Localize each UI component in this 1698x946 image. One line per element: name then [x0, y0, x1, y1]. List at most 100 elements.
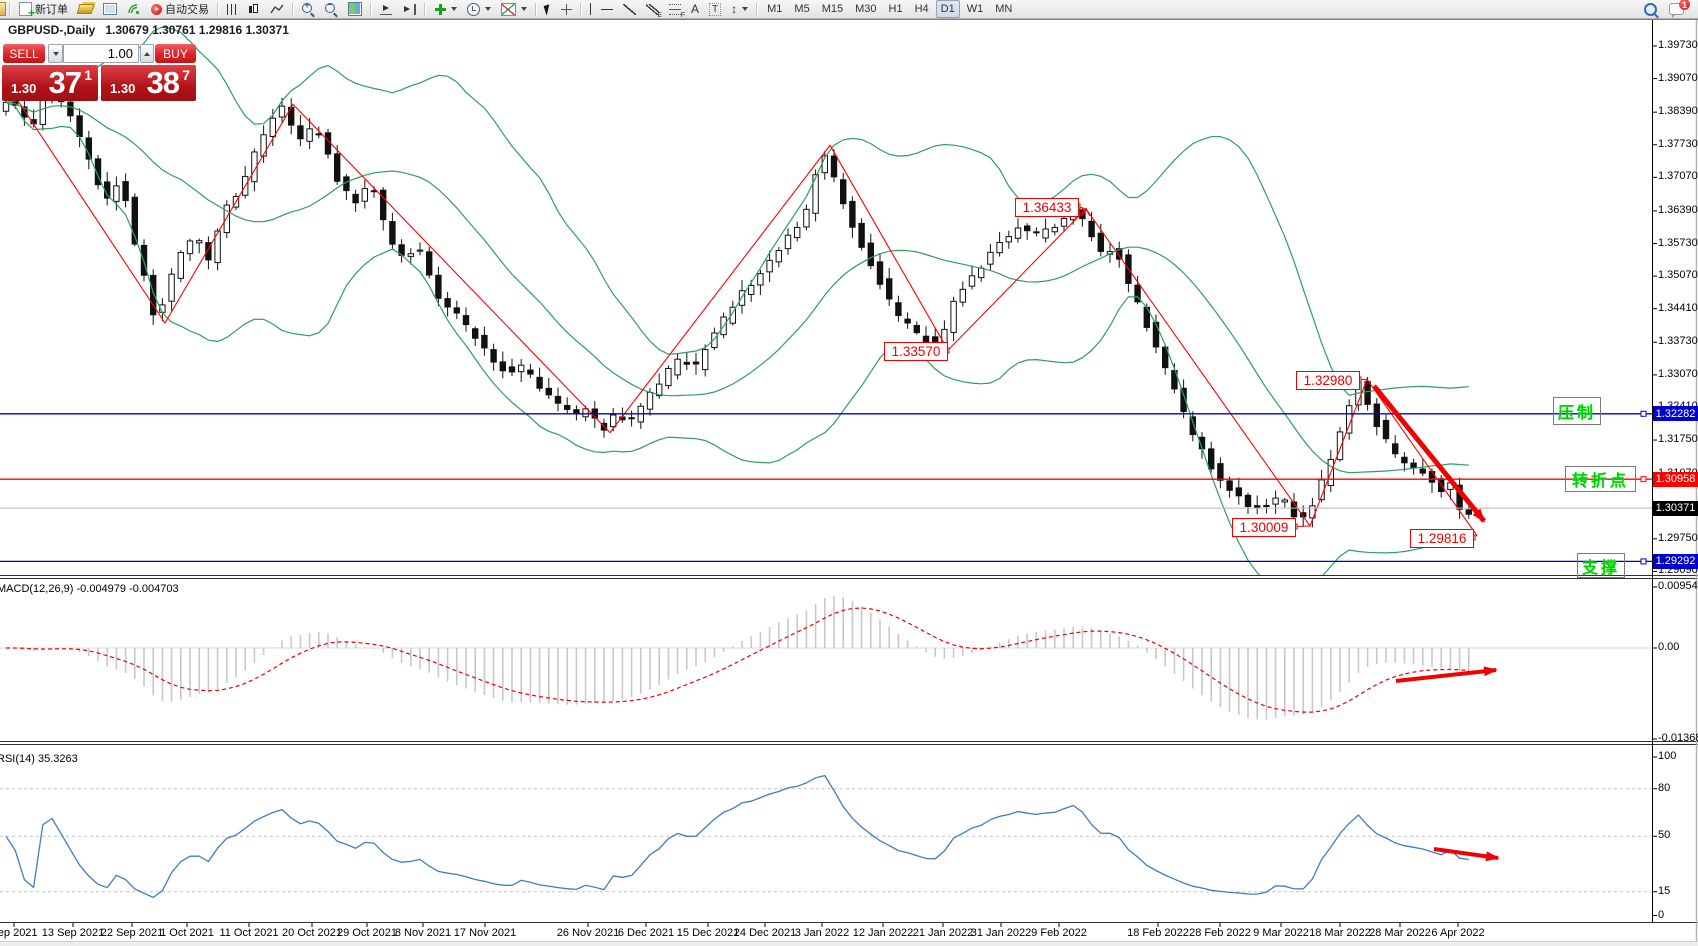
price-callout-1.33570[interactable]: 1.33570 [884, 342, 948, 361]
templates-button[interactable] [497, 0, 531, 18]
price-callout-1.32980[interactable]: 1.32980 [1296, 371, 1360, 390]
vertical-line-button[interactable] [586, 0, 595, 18]
volume-up-button[interactable] [140, 44, 154, 63]
volume-input[interactable] [63, 44, 139, 63]
date-label: 11 Oct 2021 [219, 927, 278, 939]
clock-icon [467, 3, 480, 16]
sell-price-box[interactable]: 1.30 37 1 [2, 65, 98, 101]
date-label: 21 Jan 2022 [913, 927, 974, 939]
price-callout-1.30009[interactable]: 1.30009 [1232, 518, 1296, 537]
date-label: 12 Jan 2022 [853, 927, 914, 939]
macd-values: -0.004979 -0.004703 [76, 583, 178, 595]
line-chart-icon [270, 4, 284, 15]
timeframe-m5-button[interactable]: M5 [789, 0, 814, 18]
trendline-button[interactable] [619, 0, 640, 18]
date-label: 18 Mar 2022 [1309, 927, 1371, 939]
rsi-axis-label: 80 [1658, 782, 1698, 794]
arrows-button[interactable]: ↕ [727, 0, 752, 18]
date-label: 29 Oct 2021 [337, 927, 397, 939]
timeframe-m15-button[interactable]: M15 [817, 0, 848, 18]
chat-icon[interactable]: 1 [1669, 3, 1684, 15]
indicators-button[interactable] [430, 0, 461, 18]
zoom-out-button[interactable] [321, 0, 342, 18]
zoom-in-icon [302, 3, 315, 16]
annotation-压制[interactable]: 压制 [1553, 397, 1601, 425]
tile-windows-button[interactable] [344, 0, 366, 18]
text-label-button[interactable]: T [705, 0, 725, 18]
price-tag-1.29292: 1.29292 [1653, 554, 1698, 569]
symbol-label: GBPUSD-,Daily [8, 23, 95, 37]
chevron-down-icon [485, 7, 491, 11]
autotrading-label: 自动交易 [165, 1, 209, 17]
autotrading-button[interactable]: 自动交易 [147, 0, 213, 18]
timeframe-h1-button[interactable]: H1 [884, 0, 908, 18]
timeframe-h4-button[interactable]: H4 [910, 0, 934, 18]
price-axis-label: 1.39070 [1658, 72, 1698, 84]
gold-bars-icon [77, 4, 94, 14]
timeframe-m30-button[interactable]: M30 [850, 0, 881, 18]
terminal-button[interactable] [99, 0, 121, 18]
zoom-in-button[interactable] [298, 0, 319, 18]
date-label: 6 Apr 2022 [1431, 927, 1484, 939]
text-button[interactable]: A [687, 0, 703, 18]
date-label: 26 Nov 2021 [557, 927, 619, 939]
sell-button[interactable]: SELL [3, 44, 45, 63]
monitor-icon [103, 3, 117, 15]
search-icon[interactable] [1644, 3, 1657, 16]
tile-windows-icon [348, 2, 362, 16]
timeframe-d1-button[interactable]: D1 [936, 0, 960, 18]
horizontal-line-button[interactable] [597, 0, 617, 18]
price-axis-label: 1.29750 [1658, 532, 1698, 544]
macd-axis-label: 0.009543 [1658, 580, 1698, 592]
new-order-label: 新订单 [35, 1, 68, 17]
buy-price-small: 1.30 [110, 81, 135, 96]
toolbar-separator [756, 3, 758, 16]
template-icon [501, 3, 516, 16]
buy-price-box[interactable]: 1.30 38 7 [101, 65, 196, 101]
rsi-axis-label: 0 [1658, 909, 1698, 921]
date-label: 28 Mar 2022 [1369, 927, 1431, 939]
deposit-button[interactable] [74, 0, 97, 18]
auto-scroll-button[interactable] [376, 0, 396, 18]
timeframe-w1-button[interactable]: W1 [962, 0, 989, 18]
vertical-line-icon [590, 3, 591, 15]
zoom-out-icon [325, 3, 338, 16]
timeframe-m1-button[interactable]: M1 [762, 0, 787, 18]
date-label: 13 Sep 2021 [42, 927, 104, 939]
timeframe-mn-button[interactable]: MN [990, 0, 1017, 18]
price-tag-1.32282: 1.32282 [1653, 406, 1698, 421]
sell-price-small: 1.30 [11, 81, 36, 96]
date-label: Sep 2021 [0, 927, 38, 939]
macd-label: MACD(12,26,9) -0.004979 -0.004703 [0, 583, 179, 595]
fibonacci-icon [669, 4, 681, 15]
crosshair-button[interactable] [557, 0, 576, 18]
rsi-name: RSI(14) [0, 753, 35, 765]
annotation-支撑[interactable]: 支撑 [1577, 553, 1625, 578]
toolbar: 新订单 自动交易 [0, 0, 1698, 19]
annotation-转折点[interactable]: 转折点 [1565, 466, 1636, 492]
cursor-button[interactable] [541, 0, 555, 18]
price-axis-label: 1.38390 [1658, 105, 1698, 117]
line-chart-button[interactable] [266, 0, 288, 18]
periods-button[interactable] [463, 0, 495, 18]
price-tag-1.30958: 1.30958 [1653, 472, 1698, 487]
date-label: 22 Sep 2021 [101, 927, 163, 939]
volume-down-button[interactable] [48, 44, 63, 63]
new-order-button[interactable]: 新订单 [15, 0, 72, 18]
candlestick-chart-button[interactable] [244, 0, 264, 18]
trendline-icon [623, 4, 636, 15]
price-callout-1.29816[interactable]: 1.29816 [1410, 529, 1474, 548]
fibonacci-button[interactable] [665, 0, 685, 18]
date-label: 31 Jan 2022 [971, 927, 1032, 939]
bar-chart-button[interactable] [223, 0, 242, 18]
chart-shift-button[interactable] [398, 0, 420, 18]
signals-button[interactable] [123, 0, 145, 18]
price-callout-1.36433[interactable]: 1.36433 [1015, 198, 1079, 217]
buy-button[interactable]: BUY [155, 44, 196, 63]
sell-price-big: 37 [49, 65, 81, 101]
price-tag-1.30371: 1.30371 [1653, 501, 1698, 516]
channel-button[interactable] [642, 0, 663, 18]
